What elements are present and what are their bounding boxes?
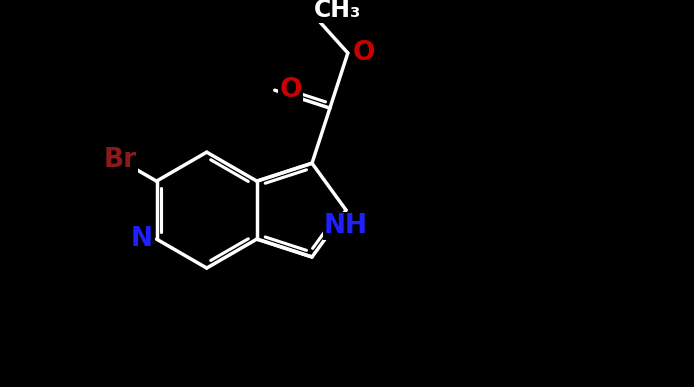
Text: NH: NH bbox=[324, 213, 368, 239]
Text: N: N bbox=[131, 226, 153, 252]
Text: CH₃: CH₃ bbox=[314, 0, 361, 22]
Text: Br: Br bbox=[104, 147, 137, 173]
Text: O: O bbox=[280, 77, 302, 103]
Text: O: O bbox=[353, 40, 375, 66]
